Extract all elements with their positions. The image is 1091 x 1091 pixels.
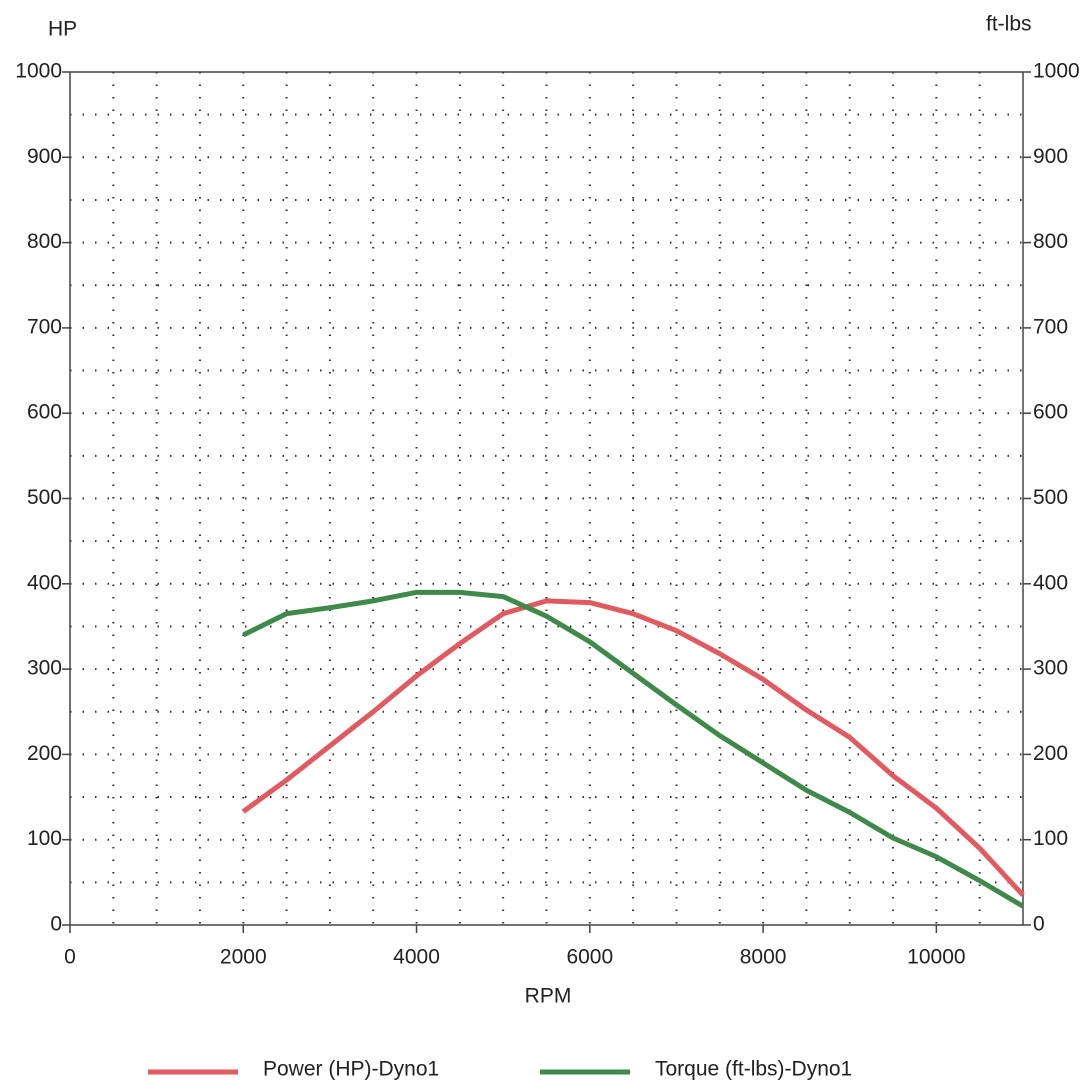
series-line [241,598,1025,897]
x-tick-label: 8000 [740,946,787,969]
y2-tick-label: 800 [1033,230,1068,253]
y-tick-label: 400 [27,571,62,594]
y-tick-label: 300 [27,657,62,680]
y-tick-label: 1000 [15,60,62,83]
y2-tick-label: 1000 [1033,60,1080,83]
y-tick-label: 0 [50,913,62,936]
y-tick-label: 100 [27,827,62,850]
legend-label: Power (HP)-Dyno1 [263,1058,439,1081]
legend-label: Torque (ft-lbs)-Dyno1 [655,1058,852,1081]
y2-tick-label: 600 [1033,401,1068,424]
x-axis-label: RPM [525,985,572,1008]
x-tick-label: 2000 [220,946,267,969]
y-tick-label: 200 [27,742,62,765]
y-axis-label: HP [48,18,77,41]
y2-tick-label: 300 [1033,657,1068,680]
y2-tick-label: 900 [1033,145,1068,168]
y-tick-label: 500 [27,486,62,509]
y2-axis-label: ft-lbs [986,13,1032,36]
y2-tick-label: 100 [1033,827,1068,850]
y2-tick-label: 400 [1033,571,1068,594]
x-tick-label: 4000 [393,946,440,969]
x-tick-label: 0 [64,946,76,969]
y-tick-label: 700 [27,315,62,338]
x-tick-label: 6000 [566,946,613,969]
y2-tick-label: 200 [1033,742,1068,765]
y-tick-label: 600 [27,401,62,424]
y2-tick-label: 500 [1033,486,1068,509]
y2-tick-label: 0 [1033,913,1045,936]
y-tick-label: 900 [27,145,62,168]
y2-tick-label: 700 [1033,315,1068,338]
x-tick-label: 10000 [907,946,965,969]
y-tick-label: 800 [27,230,62,253]
series-line [242,589,1025,909]
